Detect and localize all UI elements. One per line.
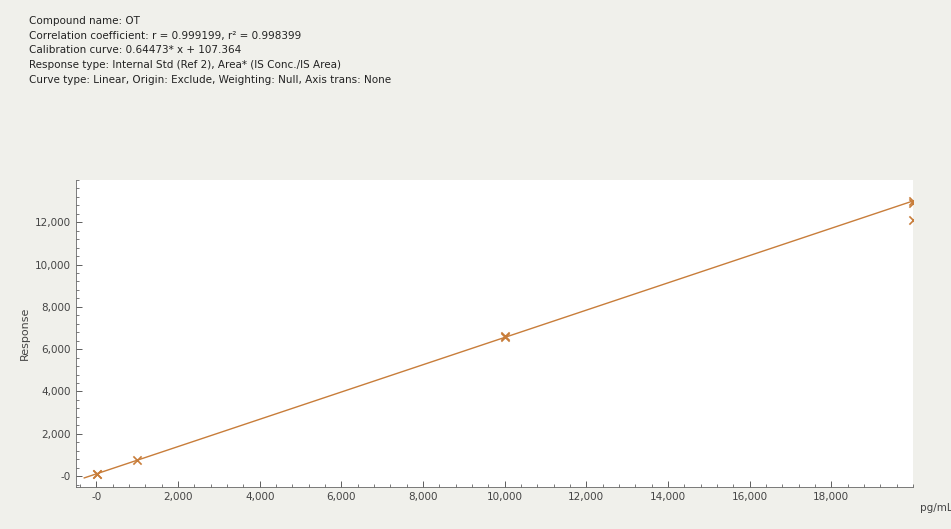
Point (905, 216, 921, 224)
Point (497, 333, 513, 342)
Point (497, 332, 513, 340)
Point (129, 456, 145, 464)
Text: Compound name: OT
Correlation coefficient: r = 0.999199, r² = 0.998399
Calibrati: Compound name: OT Correlation coefficien… (29, 16, 391, 85)
Point (905, 197, 921, 205)
Point (89, 469, 105, 478)
Point (905, 199, 921, 207)
Point (89, 469, 105, 478)
Text: pg/mL: pg/mL (920, 504, 951, 513)
Y-axis label: Response: Response (20, 307, 29, 360)
